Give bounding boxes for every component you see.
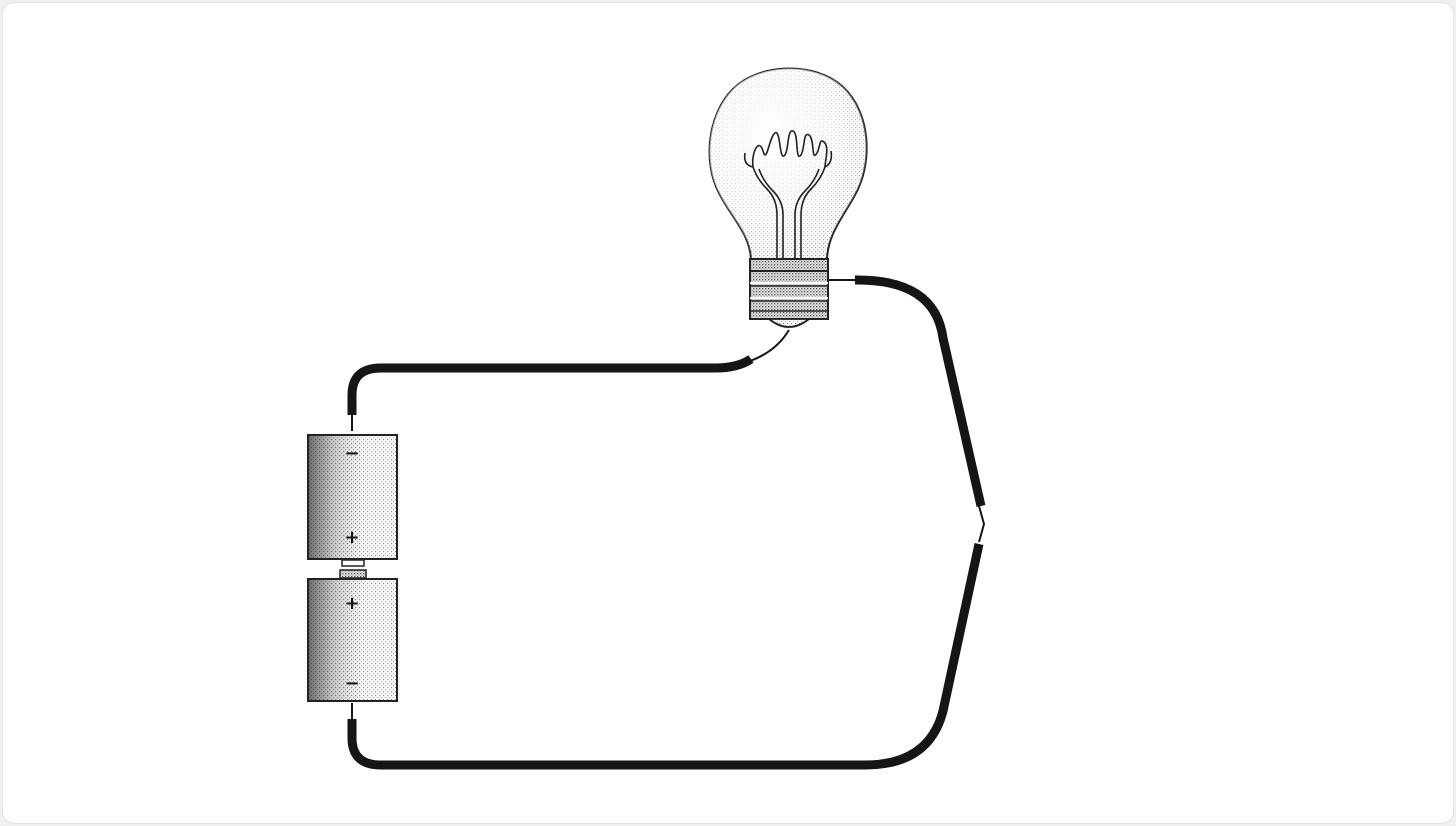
wire-top-left [347, 355, 754, 415]
cell-bottom-positive-sign: + [344, 593, 359, 614]
battery-cell-bottom: + − [307, 578, 398, 702]
bulb-screw-base [749, 258, 829, 328]
wires [347, 275, 986, 770]
cell-top-negative-sign: − [344, 443, 359, 464]
wire-bottom [347, 543, 984, 770]
switch-contact [978, 505, 985, 543]
bulb-filament [743, 130, 833, 259]
wire-top-right [854, 275, 986, 507]
cell-top-positive-sign: + [344, 527, 359, 548]
bulb-base-lead [746, 329, 790, 363]
cell-bottom-negative-sign: − [344, 673, 359, 694]
circuit-diagram: − + + − [307, 67, 986, 770]
battery-cell-top: − + [307, 434, 398, 560]
cell-connector [339, 559, 367, 579]
light-bulb [708, 67, 868, 328]
